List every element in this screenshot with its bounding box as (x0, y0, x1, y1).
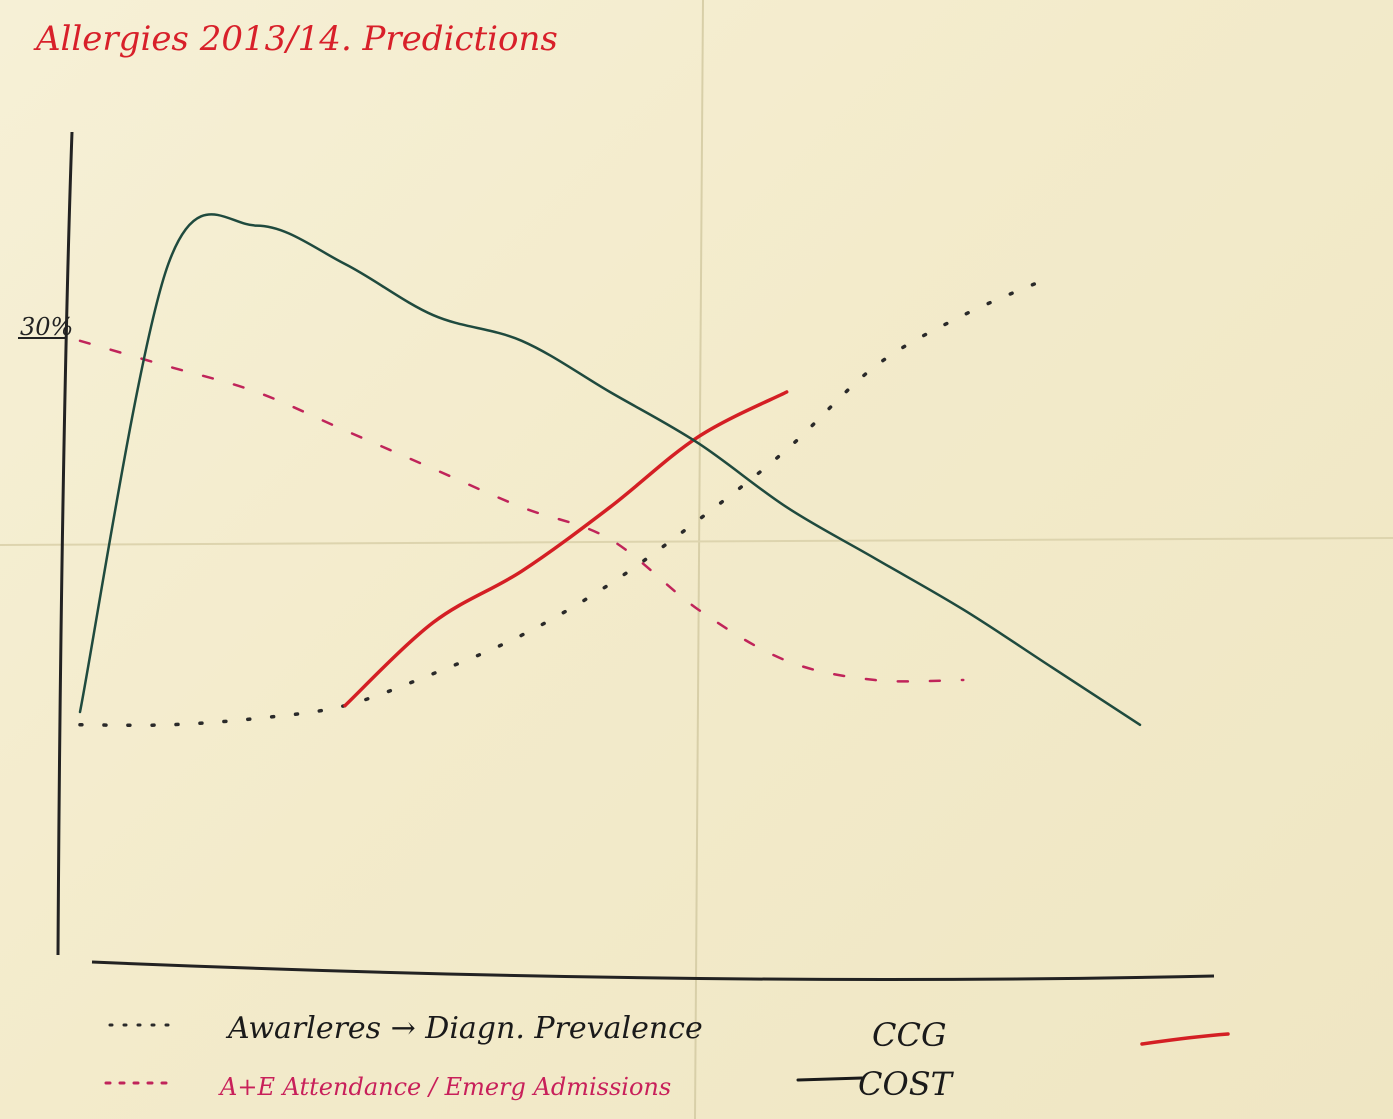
legend: Awarleres → Diagn. Prevalence A+E Attend… (104, 1011, 1230, 1103)
legend-swatch-cost (796, 1076, 864, 1082)
legend-label-awareness: Awarleres → Diagn. Prevalence (225, 1011, 703, 1046)
fold-crease-horizontal (0, 537, 1393, 546)
series-line-2 (78, 339, 965, 683)
legend-label-ae: A+E Attendance / Emerg Admissions (218, 1073, 671, 1101)
series-line-4 (78, 213, 1142, 727)
legend-label-cost: COST (858, 1065, 955, 1103)
legend-label-ccg: CCG (872, 1016, 947, 1054)
y-axis (56, 131, 74, 956)
x-axis (91, 960, 1215, 981)
y-tick-label: 30% (20, 313, 73, 341)
fold-crease-vertical (694, 0, 704, 1119)
chart-title: Allergies 2013/14. Predictions (33, 19, 558, 59)
series-line-3 (343, 390, 789, 708)
series-line-1 (78, 275, 1054, 728)
series-layer (78, 213, 1142, 728)
legend-swatch-ccg (1140, 1032, 1230, 1046)
